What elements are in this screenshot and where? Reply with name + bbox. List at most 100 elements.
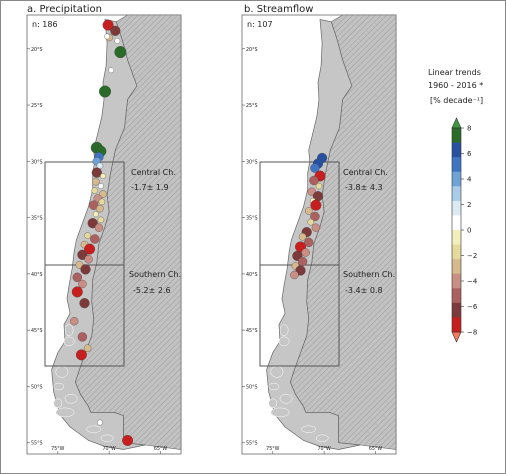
station-marker	[310, 163, 320, 173]
station-marker	[301, 248, 310, 257]
colorbar-swatch	[452, 215, 461, 231]
island	[86, 425, 102, 433]
station-marker	[309, 175, 319, 186]
land-layer	[266, 14, 397, 450]
colorbar-swatch	[452, 142, 461, 158]
lat-tick-label: 50°S	[246, 384, 258, 390]
central-box-label: Central Ch.	[343, 168, 388, 177]
island	[270, 407, 290, 418]
island	[268, 382, 280, 391]
island	[315, 434, 329, 442]
station-marker	[84, 243, 96, 255]
station-marker	[92, 211, 99, 218]
land-layer	[51, 14, 182, 450]
southern-box-label: Southern Ch.	[129, 270, 181, 279]
panel-title: b. Streamflow	[244, 4, 313, 15]
colorbar-tick-label: 2	[467, 201, 471, 209]
panel-title: a. Precipitation	[27, 4, 102, 15]
station-marker	[304, 207, 313, 215]
station-marker	[94, 223, 104, 232]
southern-box-label: Southern Ch.	[343, 270, 395, 279]
lon-tick-label: 70°W	[103, 446, 117, 452]
colorbar-swatch	[452, 157, 461, 173]
island	[63, 336, 75, 347]
lat-tick-label: 55°S	[246, 441, 258, 447]
colorbar-swatch	[452, 171, 461, 187]
colorbar-swatch	[452, 230, 461, 245]
station-marker	[97, 216, 105, 224]
station-marker	[84, 255, 93, 264]
station-markers	[290, 152, 328, 280]
colorbar-tick-label: −8	[467, 329, 477, 337]
colorbar-swatch	[452, 128, 461, 143]
colorbar-swatch	[452, 302, 461, 318]
station-marker	[92, 177, 100, 186]
lat-tick-label: 30°S	[246, 159, 258, 165]
station-marker	[78, 279, 87, 289]
n-label: n: 107	[247, 20, 273, 29]
colorbar-title-line2: 1960 - 2016 *	[428, 81, 483, 90]
station-marker	[91, 167, 102, 178]
island	[100, 434, 114, 442]
lat-tick-label: 25°S	[31, 103, 43, 109]
station-marker	[114, 38, 121, 44]
island	[279, 394, 293, 404]
station-marker	[91, 187, 99, 194]
colorbar-swatch	[452, 273, 461, 289]
panel-precipitation: a. Precipitation n: 186 20°S 25°S 30°S 35°S…	[26, 4, 182, 455]
lat-tick-label: 25°S	[246, 103, 258, 109]
station-marker	[108, 67, 115, 74]
colorbar-ticks: 8 6 4 2 0 −2 −4 −6 −8	[461, 125, 478, 337]
station-marker	[298, 233, 307, 241]
lat-tick-label: 20°S	[246, 47, 258, 53]
lon-tick-label: 75°W	[266, 446, 280, 452]
station-marker	[311, 223, 321, 232]
station-marker	[97, 419, 103, 426]
station-marker	[310, 211, 320, 222]
station-marker	[77, 249, 88, 260]
station-marker	[114, 46, 127, 59]
lat-tick-label: 50°S	[31, 384, 43, 390]
island	[53, 382, 65, 391]
lon-tick-label: 75°W	[51, 446, 65, 452]
station-marker	[290, 270, 299, 280]
colorbar-tick-label: 4	[467, 176, 472, 184]
lat-tick-label: 20°S	[31, 47, 43, 53]
station-markers	[70, 19, 134, 446]
lat-tick-label: 30°S	[31, 159, 43, 165]
southern-box-value: -3.4± 0.8	[345, 286, 383, 295]
colorbar-tick-label: −4	[467, 278, 478, 286]
colorbar-tick-label: 0	[467, 227, 471, 235]
southern-box	[259, 264, 340, 367]
station-marker	[80, 264, 91, 275]
station-marker	[79, 298, 90, 309]
station-marker	[96, 204, 104, 213]
island	[53, 398, 63, 409]
colorbar-tick-label: 8	[467, 125, 471, 133]
station-marker	[307, 218, 315, 226]
lon-tick-label: 70°W	[318, 446, 332, 452]
lat-tick-label: 45°S	[31, 328, 43, 334]
station-marker	[310, 199, 322, 211]
island	[268, 398, 278, 409]
station-marker	[75, 349, 87, 361]
colorbar-swatch	[452, 259, 461, 275]
island	[278, 336, 290, 347]
southern-box-value: -5.2± 2.6	[133, 286, 171, 295]
station-marker	[90, 234, 100, 244]
station-marker	[315, 182, 323, 190]
colorbar-swatches	[451, 117, 462, 343]
station-marker	[102, 19, 114, 31]
island	[55, 365, 69, 378]
station-marker	[77, 332, 88, 342]
lat-tick-label: 40°S	[246, 272, 258, 278]
central-box-value: -3.8± 4.3	[345, 183, 383, 192]
central-box-value: -1.7± 1.9	[131, 183, 169, 192]
colorbar-swatch	[452, 186, 461, 202]
n-label: n: 186	[32, 20, 58, 29]
lat-tick-label: 55°S	[31, 441, 43, 447]
island	[64, 324, 74, 337]
colorbar-swatch	[452, 317, 461, 333]
colorbar-title-line3: [% decade⁻¹]	[430, 96, 483, 105]
